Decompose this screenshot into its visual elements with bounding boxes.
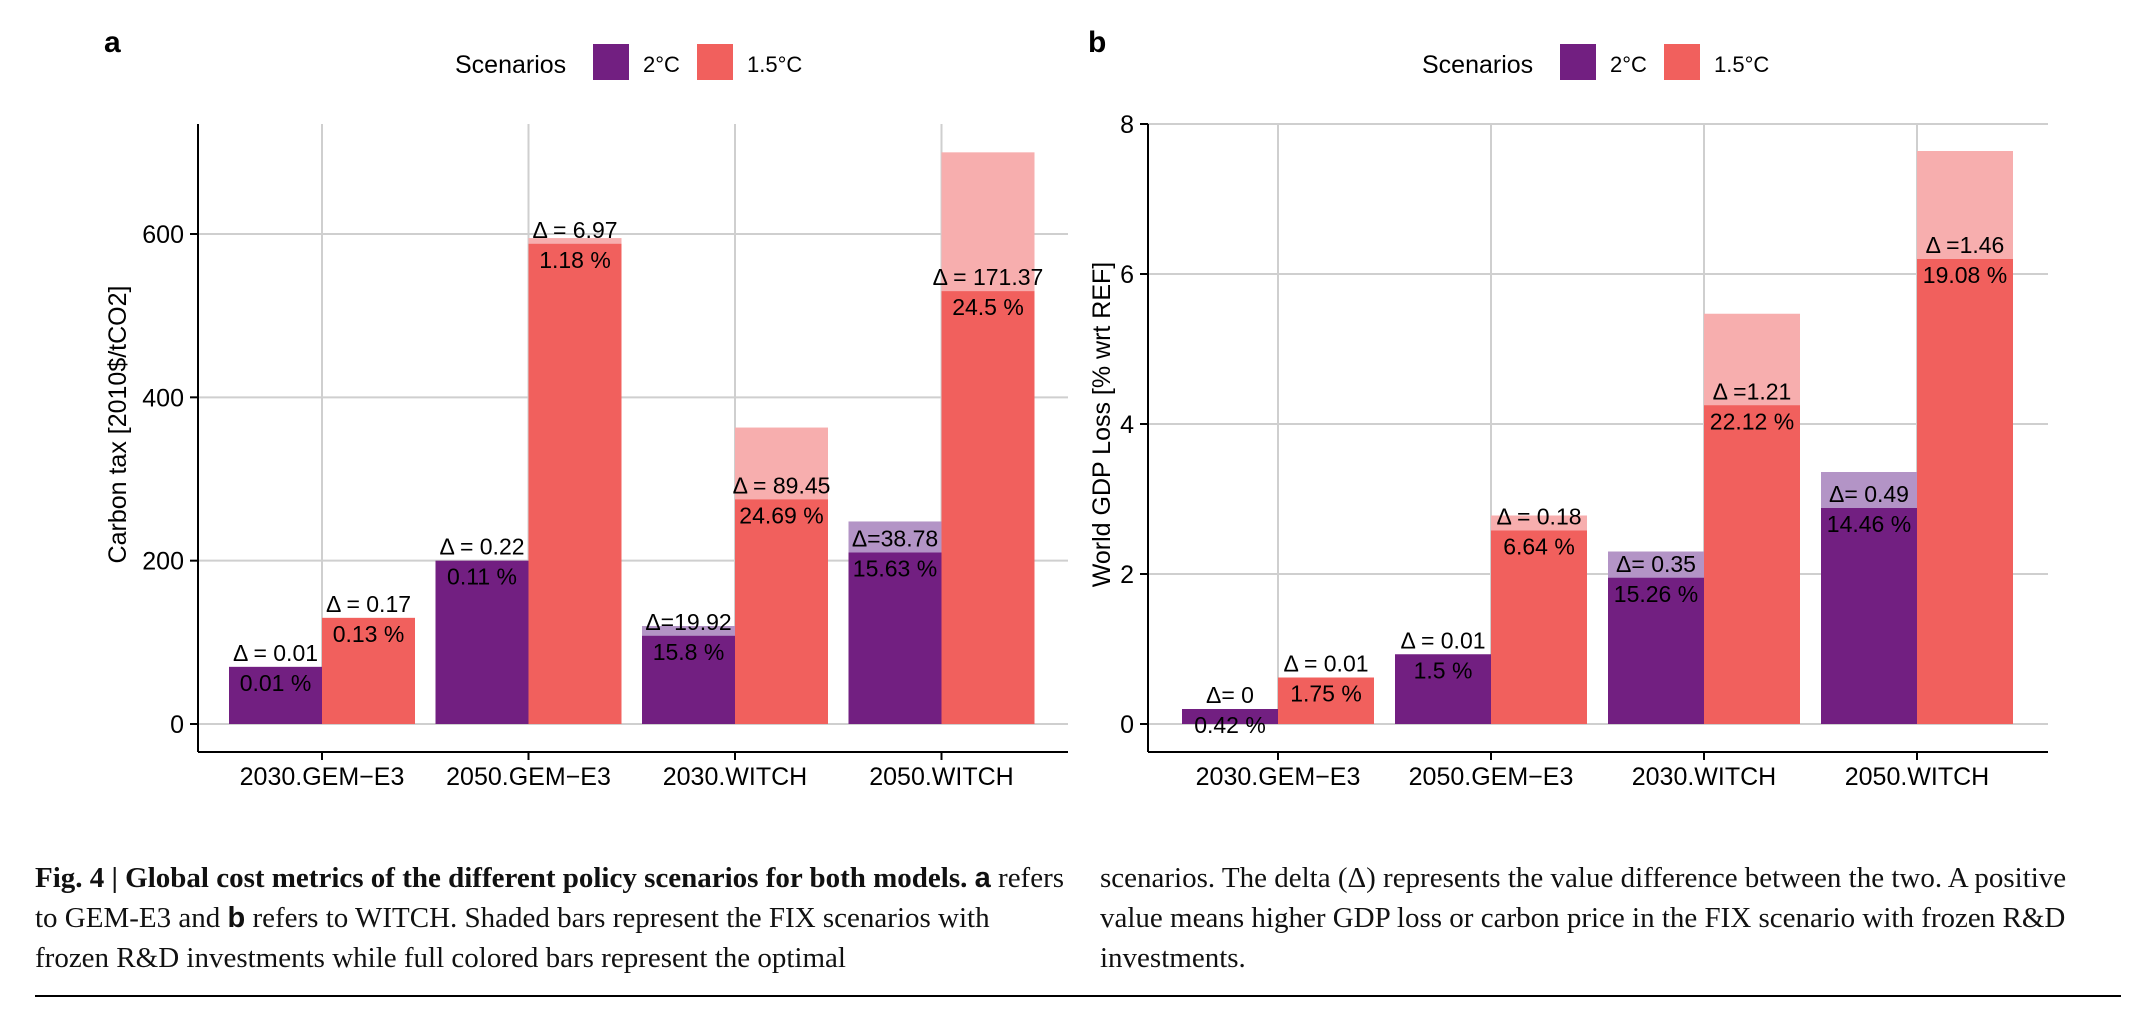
- legend-label-1: 1.5°C: [1714, 52, 1769, 77]
- y-tick-label: 4: [1120, 411, 1134, 439]
- data-label-delta: Δ =1.21: [1713, 378, 1792, 404]
- data-label-percent: 1.18 %: [539, 247, 611, 273]
- data-label-delta: Δ=19.92: [645, 609, 731, 635]
- legend-swatch-1: [697, 44, 733, 80]
- bar-2c: [229, 666, 322, 724]
- data-label-delta: Δ = 6.97: [532, 217, 617, 243]
- panel-letter-a: a: [104, 26, 121, 59]
- data-label-delta: Δ = 0.18: [1496, 504, 1581, 530]
- data-label-delta: Δ=38.78: [852, 526, 938, 552]
- figure-caption-left: Fig. 4 | Global cost metrics of the diff…: [35, 858, 1065, 978]
- data-label-percent: 1.75 %: [1290, 681, 1362, 707]
- bar-2c: [1821, 508, 1917, 724]
- y-tick-label: 2: [1120, 561, 1134, 589]
- y-tick-label: 8: [1120, 111, 1134, 139]
- data-label-delta: Δ = 0.01: [233, 640, 318, 666]
- bar-1-5c: [1278, 677, 1374, 724]
- data-label-percent: 6.64 %: [1503, 534, 1575, 560]
- data-label-percent: 0.13 %: [333, 621, 405, 647]
- caption-letter-b: b: [227, 902, 246, 934]
- data-label-delta: Δ = 171.37: [933, 264, 1044, 290]
- caption-divider: [35, 995, 2121, 997]
- data-label-delta: Δ = 0.01: [1400, 627, 1485, 653]
- data-label-percent: 22.12 %: [1710, 408, 1794, 434]
- data-label-delta: Δ= 0: [1206, 682, 1254, 708]
- data-label-percent: 24.69 %: [739, 502, 823, 528]
- x-tick-label: 2030.WITCH: [1632, 763, 1776, 791]
- data-label-delta: Δ = 0.22: [439, 534, 524, 560]
- bar-1-5c: [322, 617, 415, 724]
- y-axis-label: Carbon tax [2010$/tCO2]: [104, 286, 132, 564]
- bar-1-5c: [1917, 259, 2013, 724]
- caption-text-continued: scenarios. The delta (Δ) represents the …: [1100, 862, 2067, 974]
- bar-1-5c: [528, 243, 622, 725]
- bar-1-5c: [1491, 530, 1587, 724]
- x-tick-label: 2050.GEM−E3: [1409, 763, 1574, 791]
- bar-1-5c: [735, 499, 828, 724]
- data-label-percent: 1.5 %: [1414, 657, 1473, 683]
- x-tick-label: 2050.WITCH: [1845, 763, 1989, 791]
- bar-2c: [848, 552, 942, 724]
- data-label-percent: 24.5 %: [952, 294, 1024, 320]
- legend-label-1: 1.5°C: [747, 52, 802, 77]
- y-tick-label: 200: [142, 548, 184, 576]
- bar-2c: [1608, 577, 1704, 724]
- x-tick-label: 2030.GEM−E3: [240, 763, 405, 791]
- bar-1-5c: [941, 291, 1035, 724]
- legend-label-0: 2°C: [643, 52, 680, 77]
- data-label-percent: 14.46 %: [1827, 511, 1911, 537]
- caption-letter-a: a: [974, 862, 991, 894]
- y-tick-label: 600: [142, 221, 184, 249]
- data-label-percent: 0.11 %: [447, 564, 517, 590]
- figure-caption-right: scenarios. The delta (Δ) represents the …: [1100, 858, 2130, 978]
- x-tick-label: 2030.GEM−E3: [1196, 763, 1361, 791]
- legend-title: Scenarios: [455, 51, 566, 79]
- y-tick-label: 0: [1120, 711, 1134, 739]
- data-label-percent: 19.08 %: [1923, 262, 2007, 288]
- caption-text-b: refers to WITCH. Shaded bars represent t…: [35, 902, 990, 974]
- bar-2c: [435, 560, 529, 724]
- legend-swatch-0: [593, 44, 629, 80]
- data-label-percent: 15.8 %: [653, 639, 725, 665]
- bar-2c: [1395, 654, 1491, 724]
- data-label-percent: 0.42 %: [1194, 712, 1266, 738]
- y-tick-label: 0: [170, 711, 184, 739]
- legend-swatch-1: [1664, 44, 1700, 80]
- bar-2c: [642, 635, 735, 724]
- y-axis-label: World GDP Loss [% wrt REF]: [1088, 262, 1116, 588]
- data-label-percent: 15.26 %: [1614, 581, 1698, 607]
- x-tick-label: 2030.WITCH: [663, 763, 807, 791]
- legend-swatch-0: [1560, 44, 1596, 80]
- bar-2c: [1182, 709, 1278, 724]
- figure: a Scenarios 2°C 1.5°C Δ = 0.01 0.01 % Δ = 0.22…: [104, 26, 2048, 791]
- y-tick-label: 400: [142, 384, 184, 412]
- data-label-delta: Δ = 89.45: [733, 472, 831, 498]
- legend-label-0: 2°C: [1610, 52, 1647, 77]
- data-label-delta: Δ = 0.01: [1283, 651, 1368, 677]
- data-label-percent: 0.01 %: [240, 670, 312, 696]
- caption-figure-title: Fig. 4 | Global cost metrics of the diff…: [35, 862, 968, 894]
- x-tick-label: 2050.GEM−E3: [446, 763, 611, 791]
- x-tick-label: 2050.WITCH: [869, 763, 1013, 791]
- legend-title: Scenarios: [1422, 51, 1533, 79]
- data-label-delta: Δ =1.46: [1926, 232, 2005, 258]
- panel-letter-b: b: [1088, 26, 1106, 59]
- caption-text-a: refers to GEM-E3 and: [35, 862, 1065, 934]
- bar-1-5c: [1704, 405, 1800, 724]
- data-label-delta: Δ = 0.17: [326, 591, 411, 617]
- data-label-delta: Δ= 0.49: [1829, 481, 1909, 507]
- y-tick-label: 6: [1120, 261, 1134, 289]
- data-label-delta: Δ= 0.35: [1616, 551, 1696, 577]
- data-label-percent: 15.63 %: [853, 556, 937, 582]
